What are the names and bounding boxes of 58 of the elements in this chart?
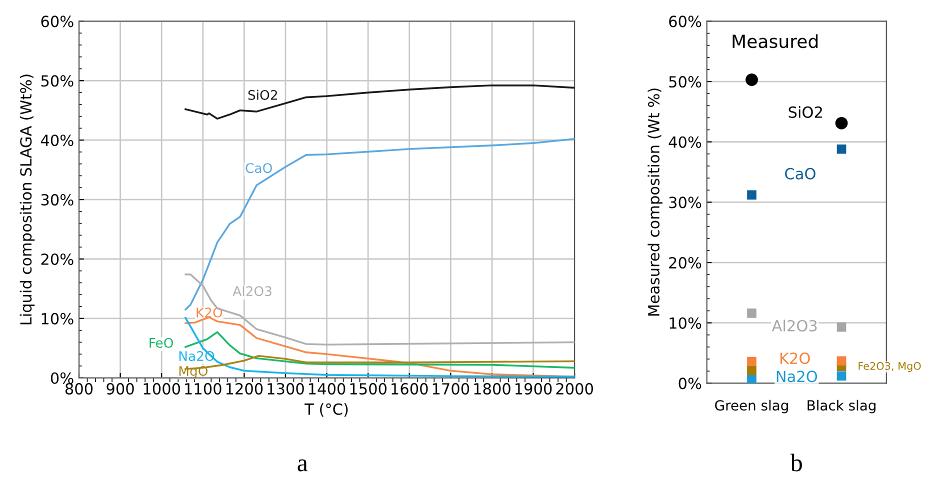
series-label: CaO	[785, 168, 816, 180]
text: a	[298, 459, 308, 472]
text: b	[790, 454, 802, 472]
y-tick-label: 60%	[669, 16, 702, 28]
x-tick-label: 1900	[516, 383, 552, 395]
point	[747, 356, 756, 366]
y-tick-label: 20%	[41, 253, 74, 266]
point	[835, 116, 848, 130]
series-label: FeO	[150, 338, 174, 348]
y-tick-label: 10%	[670, 317, 702, 329]
y-tick-label: 0%	[678, 378, 702, 390]
x-tick-label: 1100	[185, 383, 222, 395]
point	[836, 322, 846, 332]
series-label: Na2O	[776, 370, 818, 382]
y-tick-label: 10%	[42, 312, 74, 324]
series-label: CaO	[246, 163, 272, 174]
point	[747, 366, 756, 376]
series-label: Fe2O3, MgO	[858, 362, 921, 372]
x-tick-label: 1600	[392, 383, 428, 395]
point	[747, 374, 756, 384]
x-tick-label: 1300	[268, 383, 304, 395]
y-tick-label: 50%	[669, 76, 702, 88]
point	[836, 144, 846, 154]
x-tick-label: Black slag	[808, 400, 876, 414]
line-series	[184, 84, 575, 120]
x-tick-label: Green slag	[715, 400, 788, 414]
x-tick-label: 1500	[350, 383, 387, 395]
x-tick-label: 2000	[556, 383, 593, 395]
series-label: SiO2	[248, 90, 277, 100]
x-tick-label: 1400	[309, 383, 346, 395]
y-tick-label: 30%	[669, 196, 702, 208]
x-tick-label: 900	[106, 383, 134, 395]
series-label: K2O	[780, 352, 810, 364]
x-tick-label: 1000	[144, 383, 180, 395]
x-tick-label: 1200	[226, 383, 263, 395]
point	[747, 190, 756, 200]
series-label: SiO2	[788, 106, 822, 118]
x-axis-title: T (°C)	[304, 403, 348, 417]
x-tick-label: 1800	[474, 383, 510, 395]
point	[836, 371, 846, 381]
x-tick-label: 1700	[432, 383, 470, 395]
point	[836, 356, 846, 366]
y-tick-label: 40%	[668, 136, 702, 148]
y-tick-label: 30%	[41, 194, 74, 206]
y-axis-title: Liquid composition SLAGA (Wt%)	[20, 74, 35, 324]
y-tick-label: 0%	[50, 372, 74, 384]
point	[746, 74, 758, 86]
y-tick-label: 50%	[41, 75, 74, 87]
y-tick-label: 20%	[669, 256, 702, 269]
series-label: Al2O3	[772, 320, 817, 332]
series-label: Al2O3	[232, 286, 272, 296]
point	[747, 308, 756, 318]
y-tick-label: 40%	[40, 134, 74, 146]
line-series	[184, 274, 575, 346]
text: Measured	[732, 34, 818, 48]
x-tick-label: 800	[65, 383, 93, 395]
y-tick-label: 60%	[41, 16, 74, 28]
y-axis-title: Measured composition (Wt %)	[648, 88, 662, 316]
